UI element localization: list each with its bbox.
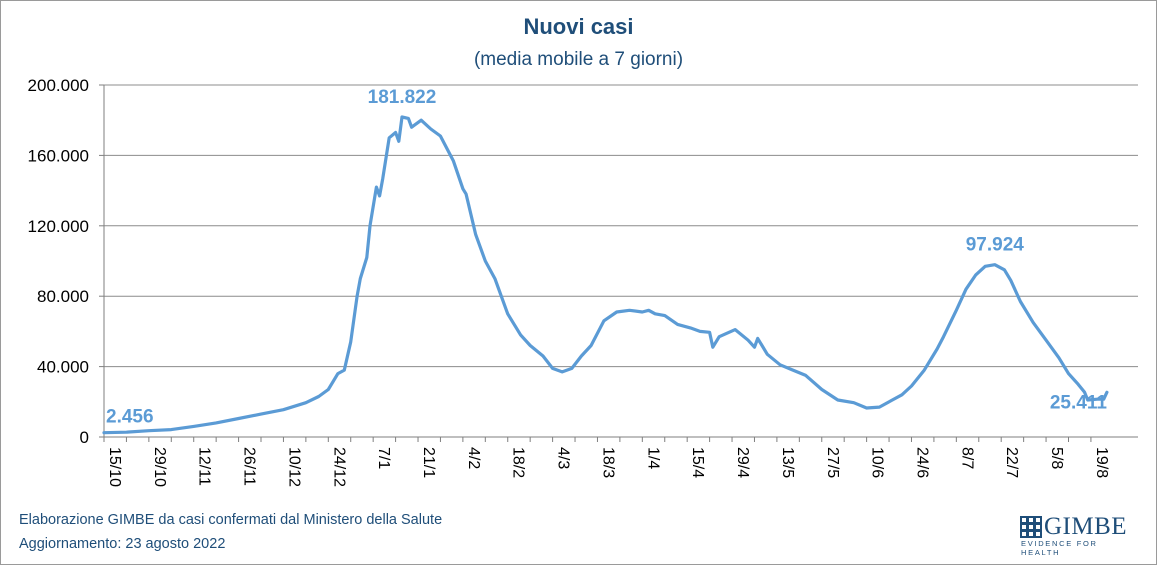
x-tick-label: 18/3 <box>599 447 616 478</box>
x-tick-label: 10/6 <box>869 447 886 478</box>
x-tick-label: 19/8 <box>1093 447 1110 478</box>
x-tick-label: 24/12 <box>330 447 347 487</box>
x-tick-label: 1/4 <box>644 447 661 469</box>
x-tick-label: 26/11 <box>241 447 258 486</box>
x-tick-label: 15/10 <box>106 447 123 487</box>
gimbe-logo: GIMBE EVIDENCE FOR HEALTH <box>1020 513 1130 557</box>
data-label: 2.456 <box>106 407 154 428</box>
x-tick-label: 24/6 <box>913 447 930 478</box>
x-tick-label: 21/1 <box>420 447 437 478</box>
x-tick-label: 7/1 <box>375 447 392 469</box>
x-tick-label: 4/3 <box>555 447 572 469</box>
gimbe-logo-icon <box>1020 516 1042 538</box>
data-label: 97.924 <box>966 235 1025 256</box>
y-tick-label: 40.000 <box>37 358 89 377</box>
x-tick-label: 29/10 <box>151 447 168 487</box>
y-tick-label: 80.000 <box>37 287 89 306</box>
x-tick-label: 15/4 <box>689 447 706 478</box>
x-tick-label: 4/2 <box>465 447 482 469</box>
chart-title: Nuovi casi <box>523 14 634 39</box>
source-note: Elaborazione GIMBE da casi confermati da… <box>19 512 443 528</box>
x-tick-label: 13/5 <box>779 447 796 478</box>
y-tick-label: 160.000 <box>28 146 89 165</box>
y-tick-label: 200.000 <box>28 76 89 95</box>
update-note: Aggiornamento: 23 agosto 2022 <box>19 536 226 552</box>
y-tick-label: 0 <box>80 428 89 447</box>
logo-name: GIMBE <box>1044 513 1128 540</box>
data-label: 181.822 <box>368 87 437 108</box>
x-tick-label: 12/11 <box>196 447 213 486</box>
x-tick-label: 5/8 <box>1048 447 1065 469</box>
x-tick-label: 29/4 <box>734 447 751 478</box>
series-line <box>102 115 1109 435</box>
x-tick-label: 27/5 <box>824 447 841 478</box>
x-tick-label: 10/12 <box>285 447 302 487</box>
x-tick-label: 22/7 <box>1003 447 1020 478</box>
chart-subtitle: (media mobile a 7 giorni) <box>473 49 684 70</box>
x-tick-label: 18/2 <box>510 447 527 478</box>
data-label: 25.411 <box>1050 392 1107 413</box>
x-tick-label: 8/7 <box>958 447 975 469</box>
logo-tagline: EVIDENCE FOR HEALTH <box>1021 539 1098 557</box>
y-tick-label: 120.000 <box>28 217 89 236</box>
